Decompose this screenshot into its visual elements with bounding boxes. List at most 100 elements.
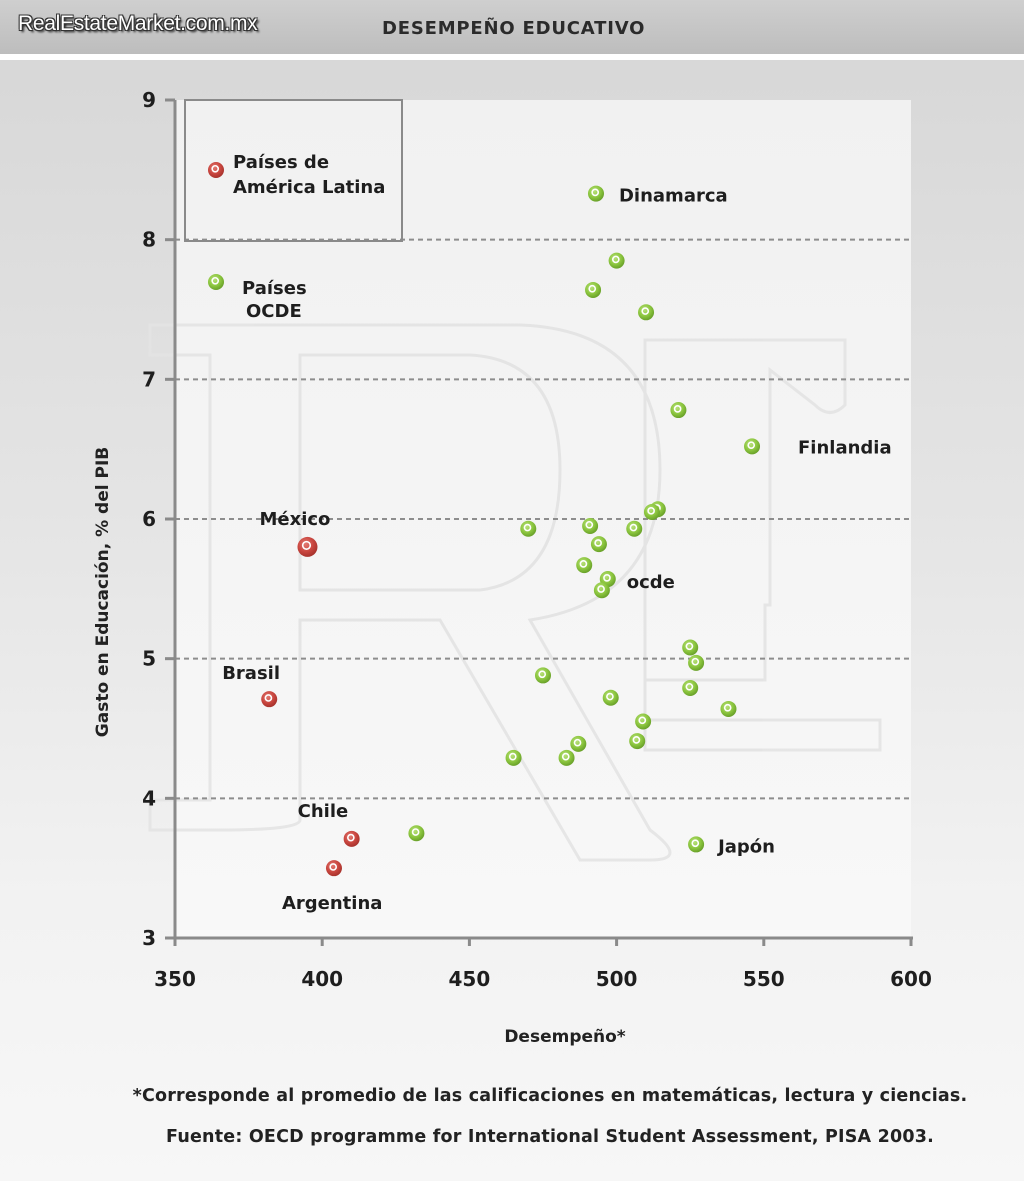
data-point-0-0-ring — [301, 540, 312, 551]
legend-label-0: Países de — [233, 152, 329, 173]
data-point-1-24-fill — [505, 749, 522, 766]
x-tick-label: 550 — [743, 967, 785, 991]
data-point-1-23-ring — [573, 738, 582, 747]
data-point-1-20-ring — [723, 703, 732, 712]
y-tick-label: 3 — [142, 926, 156, 950]
axis-ticks: 350 400 450 500 550 600 3 4 5 6 7 8 9 — [142, 88, 932, 991]
data-point-1-14 — [593, 582, 610, 599]
data-point-1-9-ring — [585, 520, 594, 529]
footnote-note: *Corresponde al promedio de las califica… — [132, 1086, 968, 1106]
x-tick-label: 600 — [890, 967, 932, 991]
data-point-1-26-ring — [411, 828, 420, 836]
point-label: Finlandia — [798, 437, 892, 458]
data-point-1-19 — [602, 689, 619, 706]
data-point-1-10 — [626, 520, 643, 537]
data-point-1-25-fill — [558, 749, 575, 766]
data-point-1-16-fill — [688, 654, 705, 671]
data-points — [261, 185, 761, 877]
data-point-1-25-ring — [561, 752, 570, 761]
data-point-1-4-fill — [670, 402, 687, 419]
data-point-1-20-fill — [720, 700, 737, 717]
data-point-0-0-fill — [297, 536, 318, 557]
header-divider — [0, 54, 1024, 60]
data-point-1-21 — [635, 713, 652, 730]
legend-marker-0-fill — [208, 162, 224, 178]
data-point-1-14-fill — [593, 582, 610, 599]
data-point-1-9-fill — [582, 517, 599, 534]
legend-marker-0 — [208, 162, 224, 178]
data-point-1-22 — [629, 733, 646, 750]
point-labels: México Brasil Chile Argentina Dinamarca Finla… — [222, 186, 891, 915]
data-point-1-16 — [688, 654, 705, 671]
legend-box — [184, 99, 403, 242]
data-point-1-17-fill — [535, 667, 551, 684]
data-point-1-24 — [505, 749, 522, 766]
data-point-0-3-ring — [329, 863, 338, 871]
data-point-0-2-ring — [346, 833, 355, 842]
data-point-1-2-fill — [585, 281, 602, 298]
data-point-1-2-ring — [588, 284, 597, 293]
data-point-1-26-fill — [408, 825, 425, 842]
footnote-source: Fuente: OECD programme for International… — [166, 1127, 934, 1147]
data-point-1-20 — [720, 700, 737, 717]
legend-label-0: América Latina — [233, 177, 385, 198]
data-point-0-2 — [343, 830, 360, 847]
data-point-1-8-fill — [520, 520, 537, 537]
data-point-1-19-fill — [602, 689, 619, 706]
data-point-1-24-ring — [508, 752, 517, 761]
data-point-1-8 — [520, 520, 537, 537]
data-point-1-21-ring — [638, 716, 647, 725]
y-axis-label: Gasto en Educación, % del PIB — [93, 447, 113, 737]
legend-marker-1 — [208, 274, 224, 290]
point-label: ocde — [627, 572, 675, 593]
data-point-1-13-ring — [603, 574, 611, 582]
data-point-1-16-ring — [691, 657, 700, 666]
data-point-1-7-fill — [643, 504, 660, 521]
legend-label-1: Países — [242, 278, 307, 299]
data-point-1-27-ring — [691, 839, 700, 848]
data-point-1-0-ring — [591, 188, 600, 197]
data-point-1-18-ring — [685, 682, 694, 691]
data-point-1-12 — [576, 557, 593, 574]
data-point-1-5 — [744, 438, 761, 455]
data-point-1-22-fill — [629, 733, 646, 750]
data-point-1-3 — [638, 304, 655, 321]
data-point-1-25 — [558, 749, 575, 766]
data-point-1-17 — [535, 667, 551, 684]
point-label: Argentina — [282, 893, 382, 914]
data-point-1-5-ring — [747, 441, 756, 450]
x-tick-label: 500 — [596, 967, 638, 991]
point-label: Japón — [716, 836, 775, 857]
data-point-1-22-ring — [632, 736, 641, 744]
data-point-1-7 — [643, 504, 660, 521]
data-point-1-27 — [688, 836, 705, 853]
header-bar: RealEstateMarket.com.mx DESEMPEÑO EDUCAT… — [0, 0, 1024, 54]
data-point-1-15-ring — [685, 642, 694, 651]
y-tick-label: 6 — [142, 507, 156, 531]
x-tick-label: 350 — [154, 967, 196, 991]
data-point-1-14-ring — [597, 585, 605, 593]
data-point-1-11-ring — [594, 539, 602, 547]
data-point-1-8-ring — [523, 523, 532, 532]
data-point-1-1 — [608, 252, 625, 269]
data-point-0-1-ring — [264, 694, 273, 702]
x-axis-label: Desempeño* — [504, 1027, 625, 1047]
legend-marker-0-ring — [211, 164, 220, 173]
data-point-0-1 — [261, 691, 278, 708]
gridlines — [175, 238, 911, 800]
data-point-1-18 — [682, 679, 699, 696]
data-point-1-12-fill — [576, 557, 593, 574]
y-tick-label: 5 — [142, 647, 156, 671]
header-title: DESEMPEÑO EDUCATIVO — [382, 18, 646, 39]
data-point-1-11 — [590, 536, 607, 553]
y-tick-label: 7 — [142, 367, 156, 391]
x-tick-label: 450 — [449, 967, 491, 991]
data-point-1-15 — [682, 639, 699, 656]
data-point-1-10-fill — [626, 520, 643, 537]
data-point-1-5-fill — [744, 438, 761, 455]
data-point-1-27-fill — [688, 836, 705, 853]
data-point-1-19-ring — [606, 692, 614, 701]
data-point-1-18-fill — [682, 679, 699, 696]
watermark-logo — [148, 323, 882, 862]
point-label: Brasil — [222, 663, 280, 684]
